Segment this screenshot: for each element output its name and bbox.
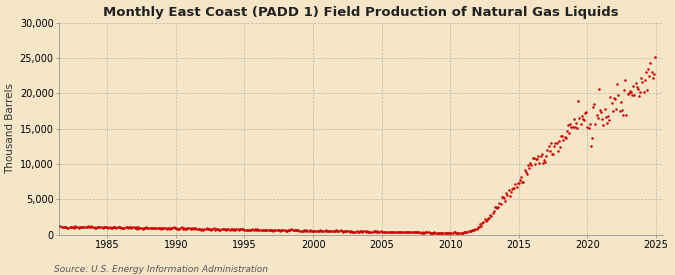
Title: Monthly East Coast (PADD 1) Field Production of Natural Gas Liquids: Monthly East Coast (PADD 1) Field Produc… [103,6,619,18]
Text: Source: U.S. Energy Information Administration: Source: U.S. Energy Information Administ… [54,265,268,274]
Y-axis label: Thousand Barrels: Thousand Barrels [5,83,16,174]
